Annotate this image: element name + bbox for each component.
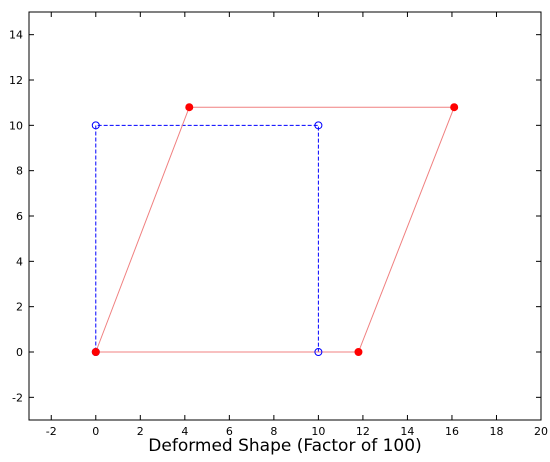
series-1-point — [91, 121, 100, 130]
x-tick-label: 18 — [489, 425, 503, 438]
y-tick-label: -2 — [12, 391, 23, 404]
x-tick-label: 12 — [356, 425, 370, 438]
series-1-point — [314, 121, 323, 130]
x-tick-label: 6 — [226, 425, 233, 438]
plot-area — [28, 11, 542, 421]
series-2-point — [91, 348, 100, 356]
series-1-point — [314, 348, 323, 356]
x-tick-label: 8 — [270, 425, 277, 438]
x-tick-label: 0 — [92, 425, 99, 438]
x-tick-label: -2 — [46, 425, 57, 438]
x-tick-label: 20 — [534, 425, 548, 438]
axis-ticks — [29, 12, 542, 420]
x-tick-label: 16 — [445, 425, 459, 438]
x-tick-label: 14 — [400, 425, 414, 438]
x-tick-label: 4 — [181, 425, 188, 438]
y-tick-label: 4 — [16, 255, 23, 268]
series-markers — [91, 103, 459, 356]
series-2-point — [450, 103, 459, 112]
y-tick-label: 0 — [16, 346, 23, 359]
x-axis-label: Deformed Shape (Factor of 100) — [148, 436, 421, 456]
x-tick-label: 10 — [311, 425, 325, 438]
x-tick-label: 2 — [137, 425, 144, 438]
series-2-point — [354, 348, 363, 356]
axis-tick-labels: -2 0 2 4 6 8 10 12 14 16 18 20 -2 0 2 4 6 8 10 12 14 — [9, 29, 548, 438]
y-tick-label: 10 — [9, 119, 23, 132]
y-tick-label: 6 — [16, 210, 23, 223]
y-tick-label: 8 — [16, 165, 23, 178]
y-tick-label: 12 — [9, 74, 23, 87]
y-tick-label: 2 — [16, 301, 23, 314]
series-2-point — [185, 103, 194, 112]
y-tick-label: 14 — [9, 29, 23, 42]
series-1-line — [95, 124, 319, 353]
